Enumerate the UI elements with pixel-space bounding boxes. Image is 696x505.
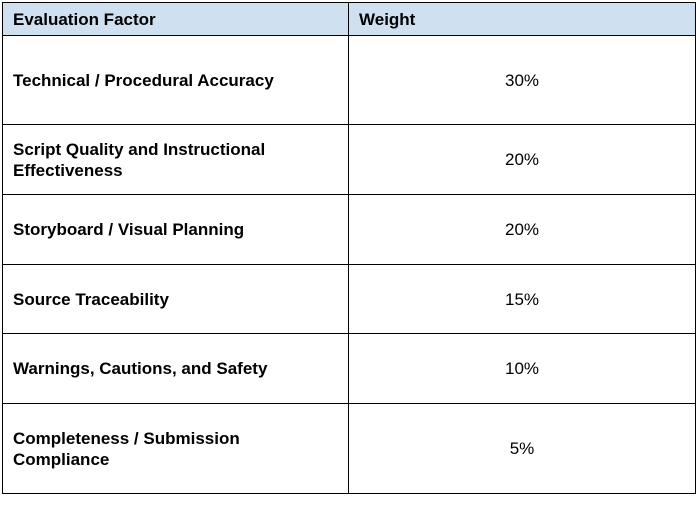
header-evaluation-factor: Evaluation Factor: [2, 2, 349, 36]
table-row: Technical / Procedural Accuracy 30%: [2, 35, 696, 125]
table-row: Script Quality and Instructional Effecti…: [2, 124, 696, 195]
factor-cell: Script Quality and Instructional Effecti…: [2, 124, 349, 195]
header-row: Evaluation Factor Weight: [2, 2, 696, 36]
factor-cell: Warnings, Cautions, and Safety: [2, 333, 349, 404]
factor-cell: Completeness / Submission Compliance: [2, 403, 349, 494]
header-weight: Weight: [348, 2, 696, 36]
table-row: Storyboard / Visual Planning 20%: [2, 194, 696, 265]
factor-cell: Source Traceability: [2, 264, 349, 334]
table-header: Evaluation Factor Weight: [2, 2, 696, 36]
weight-cell: 15%: [348, 264, 696, 334]
weight-cell: 30%: [348, 35, 696, 125]
evaluation-weights-table: Evaluation Factor Weight Technical / Pro…: [2, 2, 696, 494]
weight-cell: 10%: [348, 333, 696, 404]
table-body: Technical / Procedural Accuracy 30% Scri…: [2, 35, 696, 494]
weight-cell: 20%: [348, 194, 696, 265]
factor-cell: Storyboard / Visual Planning: [2, 194, 349, 265]
weight-cell: 5%: [348, 403, 696, 494]
weight-cell: 20%: [348, 124, 696, 195]
factor-cell: Technical / Procedural Accuracy: [2, 35, 349, 125]
table-row: Source Traceability 15%: [2, 264, 696, 334]
table-row: Completeness / Submission Compliance 5%: [2, 403, 696, 494]
table-row: Warnings, Cautions, and Safety 10%: [2, 333, 696, 404]
